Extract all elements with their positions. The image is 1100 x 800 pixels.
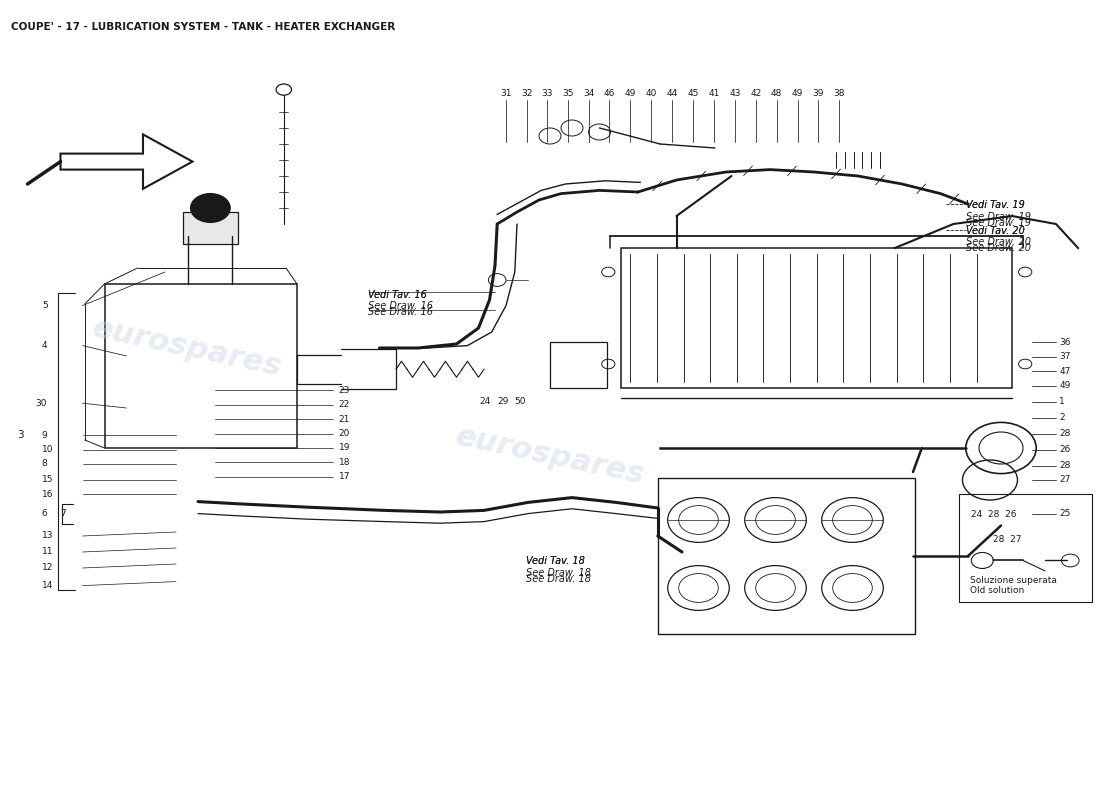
Text: 26: 26 — [1059, 445, 1070, 454]
Text: 11: 11 — [42, 547, 53, 557]
Text: 24  28  26: 24 28 26 — [971, 510, 1016, 519]
Text: 49: 49 — [625, 89, 636, 98]
Text: 28: 28 — [1059, 461, 1070, 470]
Text: 49: 49 — [792, 89, 803, 98]
Text: 16: 16 — [42, 490, 53, 499]
Text: Vedi Tav. 18
See Draw. 18: Vedi Tav. 18 See Draw. 18 — [526, 556, 591, 578]
Text: 14: 14 — [42, 581, 53, 590]
Text: 37: 37 — [1059, 352, 1070, 362]
Text: See Draw. 19: See Draw. 19 — [966, 218, 1031, 227]
Text: 50: 50 — [515, 397, 526, 406]
Text: 20: 20 — [339, 429, 350, 438]
Text: Vedi Tav. 19: Vedi Tav. 19 — [966, 200, 1025, 210]
Text: 28  27: 28 27 — [992, 535, 1021, 544]
Text: 19: 19 — [339, 443, 350, 453]
Text: 45: 45 — [688, 89, 698, 98]
Text: eurospares: eurospares — [90, 314, 284, 382]
Text: 27: 27 — [1059, 475, 1070, 485]
Text: 33: 33 — [541, 89, 552, 98]
Text: 4: 4 — [42, 341, 47, 350]
Text: 18: 18 — [339, 458, 350, 467]
Text: 28: 28 — [1059, 429, 1070, 438]
Text: 34: 34 — [583, 89, 594, 98]
Text: See Draw. 16: See Draw. 16 — [368, 307, 433, 317]
Text: Vedi Tav. 20
See Draw. 20: Vedi Tav. 20 See Draw. 20 — [966, 226, 1031, 247]
Text: 32: 32 — [521, 89, 532, 98]
Text: 35: 35 — [562, 89, 573, 98]
Text: Vedi Tav. 16
See Draw. 16: Vedi Tav. 16 See Draw. 16 — [368, 290, 433, 311]
Text: 49: 49 — [1059, 381, 1070, 390]
Text: COUPE' - 17 - LUBRICATION SYSTEM - TANK - HEATER EXCHANGER: COUPE' - 17 - LUBRICATION SYSTEM - TANK … — [11, 22, 395, 32]
Text: 22: 22 — [339, 400, 350, 410]
Circle shape — [190, 194, 230, 222]
Text: 46: 46 — [604, 89, 615, 98]
Text: 10: 10 — [42, 445, 53, 454]
Text: 23: 23 — [339, 386, 350, 395]
Text: 30: 30 — [35, 398, 46, 408]
Text: 41: 41 — [708, 89, 719, 98]
Text: 43: 43 — [729, 89, 740, 98]
Text: Vedi Tav. 20: Vedi Tav. 20 — [966, 226, 1025, 235]
Text: 36: 36 — [1059, 338, 1070, 347]
Text: 39: 39 — [813, 89, 824, 98]
Text: 40: 40 — [646, 89, 657, 98]
Text: Soluzione superata
Old solution: Soluzione superata Old solution — [970, 576, 1057, 595]
Text: 24: 24 — [480, 397, 491, 406]
Text: 1: 1 — [1059, 397, 1065, 406]
Text: See Draw. 18: See Draw. 18 — [526, 574, 591, 584]
Text: 5: 5 — [42, 301, 47, 310]
Text: 48: 48 — [771, 89, 782, 98]
Text: 38: 38 — [834, 89, 845, 98]
Text: 12: 12 — [42, 563, 53, 573]
Text: 47: 47 — [1059, 366, 1070, 376]
Text: 2: 2 — [1059, 413, 1065, 422]
Text: 44: 44 — [667, 89, 678, 98]
Text: 29: 29 — [497, 397, 508, 406]
Text: 13: 13 — [42, 531, 53, 541]
Text: 6: 6 — [42, 509, 47, 518]
Text: 25: 25 — [1059, 509, 1070, 518]
Text: Vedi Tav. 16: Vedi Tav. 16 — [368, 290, 428, 299]
Text: 9: 9 — [42, 430, 47, 440]
Text: 42: 42 — [750, 89, 761, 98]
Text: eurospares: eurospares — [453, 422, 647, 490]
Text: 15: 15 — [42, 475, 53, 485]
Text: 7: 7 — [60, 509, 66, 518]
Text: 3: 3 — [18, 430, 24, 440]
Text: Vedi Tav. 19
See Draw. 19: Vedi Tav. 19 See Draw. 19 — [966, 200, 1031, 222]
Text: 21: 21 — [339, 414, 350, 424]
Text: 31: 31 — [500, 89, 512, 98]
Text: 8: 8 — [42, 459, 47, 469]
Text: 17: 17 — [339, 472, 350, 482]
FancyBboxPatch shape — [183, 212, 238, 244]
Text: See Draw. 20: See Draw. 20 — [966, 243, 1031, 253]
Text: Vedi Tav. 18: Vedi Tav. 18 — [526, 556, 585, 566]
